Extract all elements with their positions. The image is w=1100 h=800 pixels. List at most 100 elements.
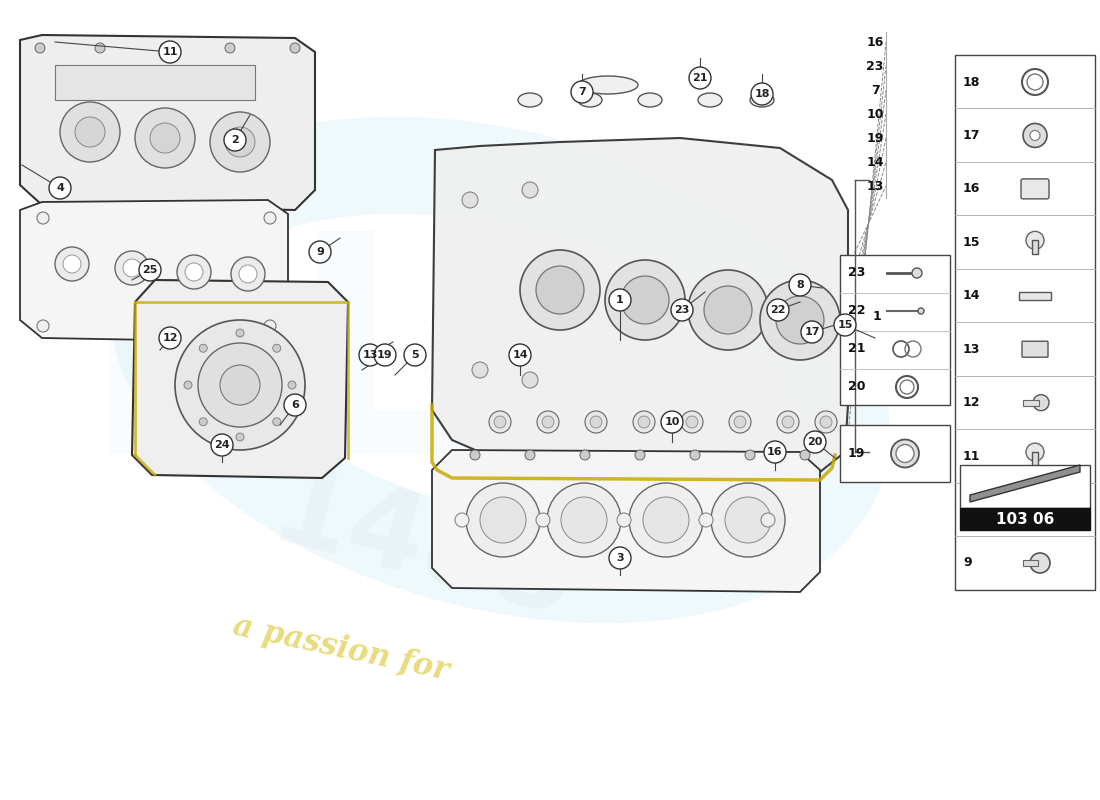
Ellipse shape — [750, 93, 774, 107]
Circle shape — [621, 276, 669, 324]
Text: 9: 9 — [962, 557, 971, 570]
Text: 4: 4 — [56, 183, 64, 193]
Circle shape — [199, 418, 207, 426]
Circle shape — [644, 497, 689, 543]
Circle shape — [37, 212, 50, 224]
Circle shape — [688, 270, 768, 350]
Text: 19: 19 — [848, 447, 866, 460]
Circle shape — [609, 547, 631, 569]
Circle shape — [605, 260, 685, 340]
Text: 9: 9 — [316, 247, 323, 257]
Polygon shape — [20, 200, 288, 342]
Text: EL: EL — [80, 222, 483, 518]
Text: 14: 14 — [962, 290, 980, 302]
Text: 7: 7 — [579, 87, 586, 97]
Bar — [960, 465, 1090, 508]
Circle shape — [542, 416, 554, 428]
Circle shape — [561, 497, 607, 543]
Circle shape — [224, 129, 246, 151]
Circle shape — [494, 416, 506, 428]
Circle shape — [160, 41, 182, 63]
Text: 10: 10 — [962, 503, 980, 516]
Circle shape — [198, 343, 282, 427]
Circle shape — [711, 483, 785, 557]
Circle shape — [470, 450, 480, 460]
Polygon shape — [970, 465, 1080, 502]
Text: 17: 17 — [804, 327, 820, 337]
Circle shape — [789, 274, 811, 296]
Text: 16: 16 — [867, 35, 883, 49]
Text: 15: 15 — [962, 236, 980, 249]
Text: 13: 13 — [362, 350, 377, 360]
Circle shape — [273, 344, 280, 352]
Text: 3: 3 — [616, 553, 624, 563]
Circle shape — [472, 362, 488, 378]
Circle shape — [800, 450, 810, 460]
Text: 8: 8 — [796, 280, 804, 290]
Circle shape — [520, 250, 600, 330]
Circle shape — [681, 411, 703, 433]
Circle shape — [95, 43, 104, 53]
Text: 10: 10 — [867, 107, 883, 121]
Text: 22: 22 — [848, 305, 866, 318]
Text: 21: 21 — [848, 342, 866, 355]
Text: 1: 1 — [873, 310, 882, 322]
Bar — [955, 55, 1094, 590]
Circle shape — [891, 439, 918, 467]
Circle shape — [585, 411, 607, 433]
Circle shape — [820, 416, 832, 428]
Text: 11: 11 — [163, 47, 178, 57]
Text: 20: 20 — [848, 381, 866, 394]
Circle shape — [638, 416, 650, 428]
Circle shape — [359, 344, 381, 366]
Circle shape — [480, 497, 526, 543]
Text: 12: 12 — [962, 396, 980, 409]
Circle shape — [462, 192, 478, 208]
Text: 23: 23 — [867, 59, 883, 73]
Ellipse shape — [518, 93, 542, 107]
Circle shape — [1030, 130, 1040, 141]
Bar — [1032, 240, 1038, 254]
Text: 7: 7 — [870, 83, 879, 97]
Circle shape — [834, 314, 856, 336]
Circle shape — [220, 365, 260, 405]
Circle shape — [918, 308, 924, 314]
Circle shape — [37, 320, 50, 332]
Circle shape — [698, 513, 713, 527]
Circle shape — [580, 450, 590, 460]
Circle shape — [764, 441, 786, 463]
Text: 14: 14 — [867, 155, 883, 169]
Circle shape — [210, 112, 270, 172]
Text: 13: 13 — [867, 179, 883, 193]
Circle shape — [536, 513, 550, 527]
Circle shape — [537, 411, 559, 433]
Circle shape — [760, 280, 840, 360]
Circle shape — [896, 445, 914, 462]
Circle shape — [689, 67, 711, 89]
Text: 23: 23 — [848, 266, 866, 279]
Circle shape — [160, 43, 170, 53]
Circle shape — [177, 255, 211, 289]
Circle shape — [1030, 553, 1050, 573]
Text: 13: 13 — [962, 342, 980, 356]
Text: 21: 21 — [692, 73, 707, 83]
Circle shape — [635, 450, 645, 460]
Text: a passion for: a passion for — [230, 611, 452, 687]
Circle shape — [751, 83, 773, 105]
Circle shape — [50, 177, 72, 199]
Circle shape — [734, 416, 746, 428]
Text: 2: 2 — [231, 135, 239, 145]
Bar — [840, 255, 950, 405]
Circle shape — [590, 416, 602, 428]
Circle shape — [815, 411, 837, 433]
Circle shape — [1034, 502, 1048, 517]
Text: 16: 16 — [767, 447, 783, 457]
Text: 19: 19 — [377, 350, 393, 360]
Text: 1: 1 — [616, 295, 624, 305]
Text: 18: 18 — [962, 75, 980, 89]
Bar — [55, 65, 255, 100]
Circle shape — [804, 431, 826, 453]
Circle shape — [671, 299, 693, 321]
Polygon shape — [20, 35, 315, 210]
Bar — [1023, 400, 1040, 406]
